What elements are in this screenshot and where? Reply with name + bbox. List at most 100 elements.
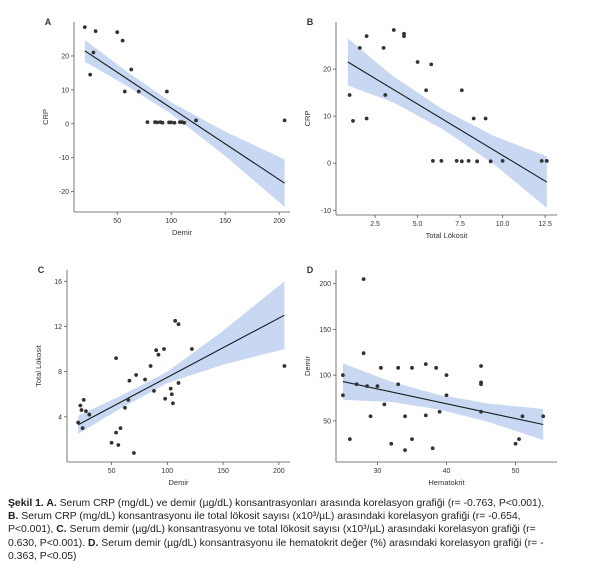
data-point	[91, 50, 96, 55]
caption-text-a: Serum CRP (mg/dL) ve demir (µg/dL) konsa…	[56, 498, 545, 509]
data-point	[76, 420, 81, 425]
data-point	[364, 116, 369, 121]
x-tick-label: 30	[374, 468, 382, 475]
data-point	[143, 377, 147, 382]
y-tick-label: 8	[58, 369, 62, 376]
data-point	[479, 364, 483, 368]
data-point	[154, 348, 159, 353]
confidence-band	[347, 38, 547, 208]
data-point	[402, 34, 406, 39]
caption-text-c-end: 0.630, P<0.001).	[8, 537, 89, 549]
data-point	[365, 384, 369, 389]
data-point	[437, 409, 442, 414]
data-point	[169, 120, 174, 125]
regression-line	[342, 381, 544, 426]
x-axis-label: Demir	[169, 478, 190, 487]
x-tick-label: 7.5	[455, 221, 465, 228]
caption-text-c: Serum demir (µg/dL) konsantrasyonu ve to…	[66, 524, 536, 536]
data-point	[424, 88, 428, 93]
data-point	[475, 159, 479, 164]
data-point	[361, 351, 366, 356]
data-point	[403, 448, 407, 453]
y-tick-label: -10	[321, 208, 331, 215]
data-point	[163, 396, 168, 401]
data-point	[459, 88, 464, 93]
data-point	[162, 347, 166, 351]
data-point	[431, 158, 435, 163]
data-point	[169, 392, 174, 397]
caption-text-d-end: 0.363, P<0.05)	[8, 550, 77, 562]
regression-line	[77, 314, 285, 426]
data-point	[347, 93, 352, 97]
x-tick-label: 5.0	[413, 221, 423, 228]
y-axis-label: Total Lökosit	[34, 344, 43, 387]
data-point	[439, 158, 444, 163]
data-point	[160, 120, 165, 125]
data-point	[82, 25, 87, 29]
data-point	[164, 89, 169, 94]
data-point	[87, 412, 92, 417]
x-tick-label: 12.5	[538, 221, 552, 228]
data-point	[483, 116, 488, 121]
data-point	[544, 158, 549, 163]
caption-text-b-end: P<0.001),	[8, 524, 57, 536]
data-point	[81, 397, 86, 402]
x-tick-label: 40	[443, 468, 451, 475]
data-point	[459, 159, 464, 164]
data-point	[118, 426, 123, 431]
y-tick-label: 150	[319, 327, 331, 334]
data-point	[88, 72, 93, 77]
data-point	[429, 62, 434, 67]
y-axis-label: CRP	[303, 111, 312, 127]
data-point	[341, 393, 345, 398]
data-point	[115, 30, 120, 35]
panel-a: 50 100 150 200 -20 -10 0 10 20 Demir CRP A	[41, 17, 290, 237]
y-tick-label: 10	[323, 114, 331, 121]
data-point	[114, 356, 118, 360]
caption-label-d: D.	[88, 537, 99, 549]
data-point	[517, 437, 521, 442]
x-tick-label: 2.5	[370, 221, 380, 228]
data-point	[541, 414, 546, 419]
x-axis-label: Total Lökosit	[426, 231, 469, 240]
data-point	[156, 352, 161, 357]
data-point	[145, 120, 150, 124]
data-point	[471, 116, 476, 121]
data-point	[282, 118, 287, 123]
data-point	[434, 365, 439, 370]
x-axis-label: Demir	[172, 228, 193, 237]
y-tick-label: 20	[323, 67, 331, 74]
data-point	[430, 446, 435, 451]
x-tick-label: 200	[273, 218, 285, 225]
data-point	[382, 402, 387, 407]
data-point	[152, 388, 156, 393]
y-axis-label: CRP	[41, 109, 50, 125]
data-point	[410, 365, 414, 370]
y-tick-label: -10	[59, 155, 69, 162]
data-point	[176, 322, 181, 327]
data-point	[415, 60, 420, 64]
y-axis-label: Demir	[303, 355, 312, 376]
data-point	[79, 408, 84, 412]
y-tick-label: 0	[65, 121, 69, 128]
regression-line	[347, 61, 548, 183]
data-point	[84, 409, 88, 414]
data-point	[176, 381, 181, 385]
x-tick-label: 100	[165, 218, 177, 225]
caption-label-a: Şekil 1. A.	[8, 498, 57, 509]
data-point	[479, 409, 483, 414]
data-point	[127, 378, 132, 383]
x-tick-label: 10.0	[496, 221, 510, 228]
data-point	[389, 441, 394, 446]
y-tick-label: 200	[319, 281, 331, 288]
data-point	[172, 120, 177, 125]
x-axis-label: Hematokrit	[428, 478, 465, 487]
data-point	[129, 67, 134, 72]
y-tick-label: 10	[61, 87, 69, 94]
data-point	[410, 437, 414, 442]
data-point	[423, 413, 428, 418]
panel-c: 50 100 150 200 4 8 12 16 Demir Total Lökosit C	[34, 265, 290, 487]
data-point	[194, 118, 198, 123]
data-point	[282, 364, 287, 368]
